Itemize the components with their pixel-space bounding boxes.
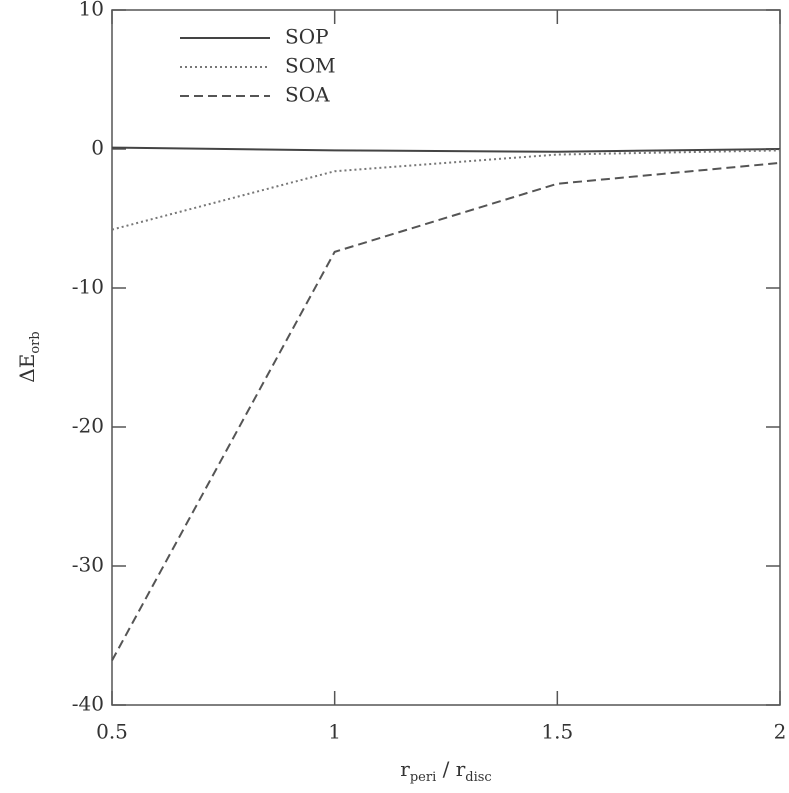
legend-label: SOA: [285, 83, 330, 107]
label-part: r: [456, 757, 466, 781]
label-part: disc: [465, 770, 491, 785]
legend-label: SOM: [285, 54, 336, 78]
x-axis-label: rperi / rdisc: [400, 757, 491, 786]
x-tick-label: 1.5: [541, 720, 573, 744]
y-tick-label: -20: [72, 414, 104, 438]
y-tick-label: -10: [72, 275, 104, 299]
label-part: peri: [410, 770, 436, 785]
legend-label: SOP: [285, 25, 329, 49]
label-part: orb: [28, 331, 43, 353]
data-line: [111, 146, 781, 153]
y-tick-label: -40: [72, 692, 104, 716]
label-part: /: [436, 757, 455, 781]
label-part: ΔE: [15, 354, 39, 383]
data-line: [111, 161, 781, 661]
y-tick-label: -30: [72, 553, 104, 577]
y-tick-label: 10: [79, 0, 104, 21]
x-tick-label: 1: [328, 720, 341, 744]
x-tick-label: 0.5: [96, 720, 128, 744]
y-tick-label: 0: [91, 136, 104, 160]
plot-frame: [111, 9, 781, 706]
data-line: [111, 149, 781, 231]
label-part: r: [400, 757, 410, 781]
x-tick-label: 2: [774, 720, 787, 744]
y-axis-label: ΔEorb: [15, 331, 44, 382]
